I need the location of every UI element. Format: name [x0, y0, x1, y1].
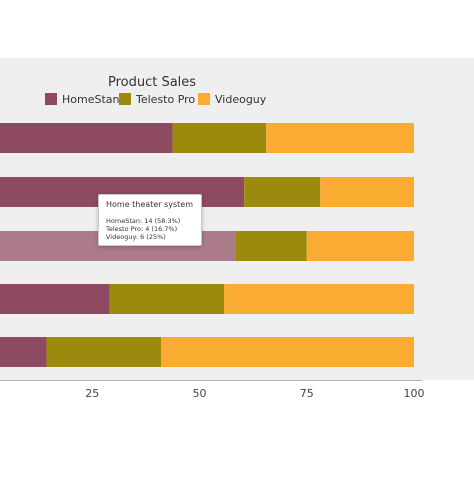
x-tick-label-25: 25 [85, 387, 99, 400]
bar-videoguy-row-5[interactable] [161, 337, 414, 367]
tooltip-title: Home theater system [106, 200, 194, 209]
legend-swatch-videoguy[interactable] [198, 93, 210, 105]
bar-homestan-row-4[interactable] [0, 284, 110, 314]
legend-label-homestan[interactable]: HomeStan [62, 93, 120, 106]
bars [0, 123, 414, 367]
bar-telesto-pro-row-5[interactable] [46, 337, 162, 367]
tooltip-line-telesto-pro: Telesto Pro: 4 (16.7%) [106, 225, 178, 233]
legend-label-videoguy[interactable]: Videoguy [215, 93, 267, 106]
bar-videoguy-row-4[interactable] [224, 284, 414, 314]
tooltip-line-videoguy: Videoguy: 6 (25%) [106, 233, 166, 241]
bar-videoguy-row-3[interactable] [306, 231, 414, 261]
bar-homestan-row-1[interactable] [0, 123, 173, 153]
x-tick-label-75: 75 [300, 387, 314, 400]
bar-videoguy-row-2[interactable] [320, 177, 414, 207]
bar-telesto-pro-row-3[interactable] [235, 231, 307, 261]
legend: HomeStan Telesto Pro Videoguy [45, 93, 267, 106]
legend-swatch-homestan[interactable] [45, 93, 57, 105]
bar-telesto-pro-row-2[interactable] [244, 177, 321, 207]
bar-telesto-pro-row-1[interactable] [172, 123, 267, 153]
x-tick-label-50: 50 [192, 387, 206, 400]
x-tick-labels: 25 50 75 100 [85, 387, 424, 400]
legend-label-telesto-pro[interactable]: Telesto Pro [135, 93, 195, 106]
chart-title: Product Sales [108, 75, 196, 90]
bar-telesto-pro-row-4[interactable] [109, 284, 225, 314]
x-tick-label-100: 100 [404, 387, 425, 400]
tooltip: Home theater system HomeStan: 14 (58.3%)… [98, 194, 202, 246]
plot-background [0, 58, 474, 380]
bar-homestan-row-5[interactable] [0, 337, 47, 367]
legend-swatch-telesto-pro[interactable] [119, 93, 131, 105]
tooltip-line-homestan: HomeStan: 14 (58.3%) [106, 217, 181, 225]
bar-videoguy-row-1[interactable] [266, 123, 414, 153]
